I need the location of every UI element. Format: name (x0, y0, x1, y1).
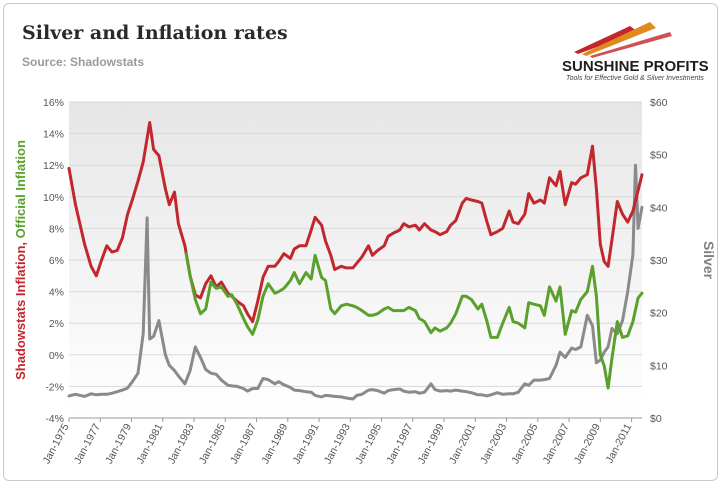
x-tick-label: Jan-1995 (353, 422, 384, 466)
left-axis-ticks: -4% -2% 0% 2% 4% 6% 8% 10% 12% 14% 16% (43, 97, 64, 425)
x-axis-ticks: Jan-1975 Jan-1977 Jan-1979 Jan-1981 Jan-1983… (40, 418, 634, 466)
left-tick-label: 0% (49, 350, 64, 362)
x-tick-label: Jan-2005 (509, 422, 540, 466)
silver-price-line (67, 163, 644, 401)
x-tick-label: Jan-1977 (72, 422, 103, 466)
left-tick-label: 8% (49, 223, 64, 235)
logo-wordmark: SUNSHINE PROFITS (562, 58, 709, 75)
x-tick-label: Jan-2009 (572, 422, 603, 466)
right-tick-label: $10 (650, 360, 668, 372)
sunshine-profits-logo-icon (574, 22, 672, 58)
x-tick-label: Jan-1975 (40, 422, 71, 466)
left-tick-label: 6% (49, 255, 64, 267)
x-tick-label: Jan-2007 (541, 422, 572, 466)
x-tick-label: Jan-1981 (134, 422, 165, 466)
x-tick-label: Jan-1985 (197, 422, 228, 466)
left-axis-label-shadowstats: Shadowstats Inflation (13, 246, 28, 380)
x-tick-label: Jan-1979 (103, 422, 134, 466)
right-axis-ticks: $0 $10 $20 $30 $40 $50 $60 (650, 97, 668, 425)
x-tick-label: Jan-2011 (603, 422, 634, 466)
right-tick-label: $0 (650, 413, 662, 425)
x-tick-label: Jan-1983 (166, 422, 197, 466)
right-axis-label: Silver (701, 241, 717, 280)
official-inflation-line (184, 252, 644, 390)
x-tick-label: Jan-1989 (259, 422, 290, 466)
left-tick-label: 12% (43, 160, 64, 172)
chart-subtitle: Source: Shadowstats (22, 55, 145, 69)
chart-title: Silver and Inflation rates (22, 22, 288, 44)
x-tick-label: Jan-1999 (416, 422, 447, 466)
right-tick-label: $40 (650, 202, 668, 214)
left-tick-label: 10% (43, 192, 64, 204)
left-tick-label: 16% (43, 97, 64, 109)
x-tick-label: Jan-2003 (478, 422, 509, 466)
left-axis-label-separator: , (13, 238, 28, 245)
right-tick-label: $60 (650, 97, 668, 109)
right-tick-label: $20 (650, 308, 668, 320)
x-tick-label: Jan-1993 (322, 422, 353, 466)
left-axis-label: Shadowstats Inflation, Official Inflatio… (13, 140, 28, 380)
logo-tagline: Tools for Effective Gold & Silver Invest… (566, 75, 704, 82)
x-tick-label: Jan-1991 (291, 422, 322, 466)
left-axis-label-official: Official Inflation (13, 140, 28, 238)
left-tick-label: -2% (45, 381, 64, 393)
left-tick-label: 4% (49, 287, 64, 299)
x-tick-label: Jan-2001 (447, 422, 478, 466)
right-tick-label: $30 (650, 255, 668, 267)
left-tick-label: 14% (43, 129, 64, 141)
x-tick-label: Jan-1997 (384, 422, 415, 466)
left-tick-label: -4% (45, 413, 64, 425)
series-layer (67, 121, 644, 401)
shadowstats-inflation-line (67, 121, 644, 324)
left-tick-label: 2% (49, 318, 64, 330)
right-tick-label: $50 (650, 150, 668, 162)
x-tick-label: Jan-1987 (228, 422, 259, 466)
